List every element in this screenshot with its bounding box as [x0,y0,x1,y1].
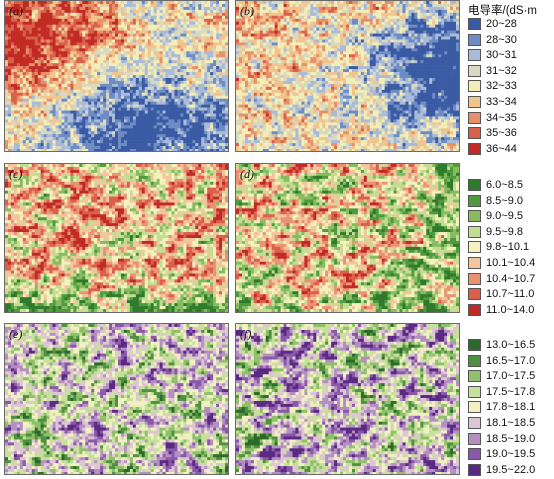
panel-label-f: (f) [240,327,251,342]
legend-swatch [468,49,481,62]
legend-swatch [468,142,481,155]
legend-label: 10.4~10.7 [486,272,535,286]
legend-label: 11.0~14.0 [486,303,534,317]
legend-swatch [468,127,481,140]
legend-swatch [468,432,481,445]
map-raster-b [236,1,459,151]
legend-swatch [468,225,481,238]
legend-label: 9.5~9.8 [486,225,523,239]
map-panel-b: (b) [235,0,460,152]
panel-label-c: (c) [9,167,22,182]
legend-swatch [468,303,481,316]
legend-swatch [468,210,481,223]
map-panel-e: (e) [4,323,229,475]
legend-label: 10.7~11.0 [486,287,534,301]
legend-label: 28~30 [486,33,517,47]
map-raster-d [236,164,459,312]
legend-label: 18.1~18.5 [486,416,535,430]
legend-swatch [468,179,481,191]
legend-label: 33~34 [486,95,517,109]
legend-swatch [468,370,481,383]
panel-label-e: (e) [9,327,22,342]
legend-label: 9.8~10.1 [486,240,529,254]
legend-label: 9.0~9.5 [486,209,523,223]
panel-label-a: (a) [9,4,23,19]
map-raster-a [5,1,228,151]
legend-title-text: 电导率/(dS·m [468,5,537,17]
legend-label: 20~28 [486,17,517,31]
legend-label: 19.0~19.5 [486,447,535,461]
legend-swatch [468,194,481,207]
legend-label: 13.0~16.5 [486,338,535,352]
legend-label: 19.5~22.0 [486,463,535,477]
map-raster-f [236,324,459,474]
legend-label: 17.5~17.8 [486,385,535,399]
legend-swatch [468,257,481,269]
map-panel-a: (a) [4,0,229,152]
legend-swatch [468,64,481,77]
legend-swatch [468,111,481,124]
legend-label: 17.0~17.5 [486,369,535,383]
legend-label: 36~44 [486,142,517,156]
legend-swatch [468,96,481,108]
panel-label-b: (b) [240,4,254,19]
legend-swatch [468,339,481,351]
legend-title: 电导率/(dS·m [468,2,537,18]
map-panel-c: (c) [4,163,229,313]
legend-label: 30~31 [486,48,517,62]
legend-label: 34~35 [486,111,517,125]
legend-label: 16.5~17.0 [486,354,535,368]
legend-label: 8.5~9.0 [486,194,523,208]
map-panel-d: (d) [235,163,460,313]
legend-swatch [468,463,481,476]
legend-label: 6.0~8.5 [486,178,523,192]
legend-swatch [468,354,481,367]
legend-label: 31~32 [486,64,517,78]
legend-swatch [468,417,481,429]
legend-swatch [468,18,481,30]
legend-swatch [468,401,481,414]
legend-swatch [468,272,481,285]
legend-swatch [468,241,481,254]
legend-label: 18.5~19.0 [486,432,535,446]
legend-swatch [468,385,481,398]
legend-label: 35~36 [486,126,517,140]
legend-swatch [468,448,481,461]
legend-label: 32~33 [486,79,517,93]
panel-label-d: (d) [240,167,254,182]
legend-label: 10.1~10.4 [486,256,535,270]
map-panel-f: (f) [235,323,460,475]
map-raster-e [5,324,228,474]
legend-swatch [468,288,481,301]
legend-swatch [468,33,481,46]
legend-swatch [468,80,481,93]
map-raster-c [5,164,228,312]
legend-label: 17.8~18.1 [486,400,535,414]
